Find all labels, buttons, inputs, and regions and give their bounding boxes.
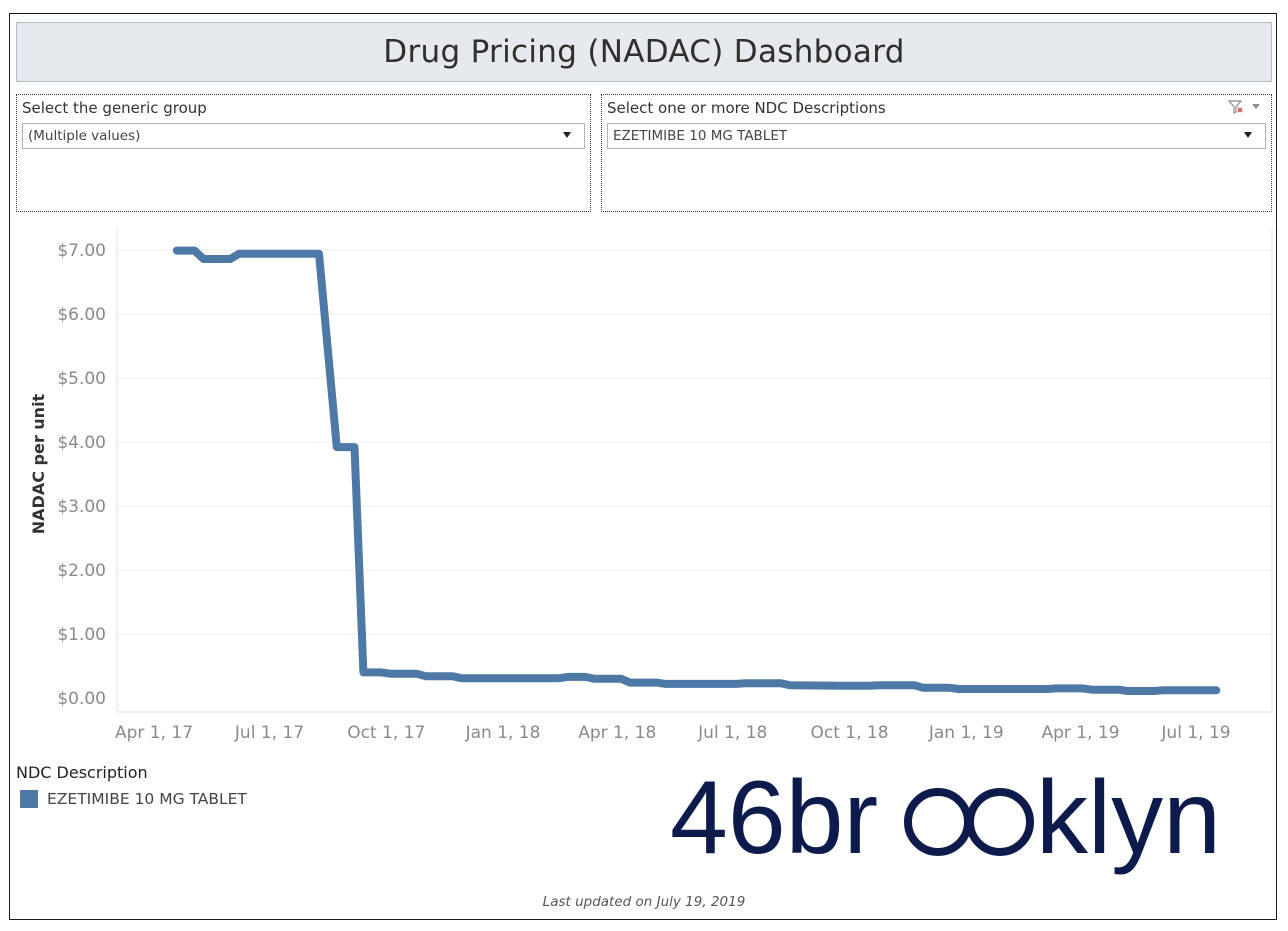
brand-logo: 46br klyn xyxy=(670,760,1221,876)
x-tick-label: Jan 1, 19 xyxy=(928,723,1004,743)
generic-group-filter: Select the generic group (Multiple value… xyxy=(16,94,591,212)
y-tick-label: $0.00 xyxy=(57,689,106,709)
y-tick-label: $5.00 xyxy=(57,369,106,389)
x-tick-label: Jul 1, 19 xyxy=(1160,723,1230,743)
ndc-description-filter: Select one or more NDC Descriptions EZET… xyxy=(601,94,1272,212)
y-tick-label: $4.00 xyxy=(57,433,106,453)
svg-text:46br: 46br xyxy=(670,760,878,876)
dropdown-caret-icon xyxy=(1244,132,1252,138)
x-tick-label: Apr 1, 19 xyxy=(1041,723,1119,743)
y-tick-label: $3.00 xyxy=(57,497,106,517)
x-tick-label: Apr 1, 18 xyxy=(578,723,656,743)
generic-group-label: Select the generic group xyxy=(22,99,207,117)
generic-group-dropdown[interactable]: (Multiple values) xyxy=(22,123,585,149)
legend-label: EZETIMIBE 10 MG TABLET xyxy=(47,790,247,808)
x-tick-label: Apr 1, 17 xyxy=(115,723,193,743)
menu-caret-icon xyxy=(1252,104,1260,109)
ndc-description-value: EZETIMIBE 10 MG TABLET xyxy=(613,128,788,144)
x-tick-label: Oct 1, 17 xyxy=(347,723,425,743)
y-tick-label: $6.00 xyxy=(57,305,106,325)
x-tick-label: Jul 1, 17 xyxy=(234,723,304,743)
dashboard-frame xyxy=(9,13,1277,920)
clear-filter-icon[interactable] xyxy=(1227,99,1263,115)
svg-text:klyn: klyn xyxy=(1036,760,1221,876)
series-line xyxy=(172,246,1221,695)
x-tick-label: Jan 1, 18 xyxy=(465,723,541,743)
x-tick-label: Jul 1, 18 xyxy=(697,723,767,743)
last-updated-note: Last updated on July 19, 2019 xyxy=(542,894,746,910)
legend-swatch xyxy=(20,790,38,808)
legend-item[interactable]: EZETIMIBE 10 MG TABLET xyxy=(20,790,247,808)
y-tick-label: $1.00 xyxy=(57,625,106,645)
nadac-line-chart: $7.00 $6.00 $5.00 $4.00 $3.00 $2.00 $1.00 $0.00… xyxy=(29,228,1273,743)
x-tick-label: Oct 1, 18 xyxy=(810,723,888,743)
generic-group-value: (Multiple values) xyxy=(28,128,141,144)
y-tick-label: $2.00 xyxy=(57,561,106,581)
dashboard-title: Drug Pricing (NADAC) Dashboard xyxy=(383,34,905,70)
dropdown-caret-icon xyxy=(563,132,571,138)
ndc-description-label: Select one or more NDC Descriptions xyxy=(607,99,886,117)
y-axis-title: NADAC per unit xyxy=(29,393,48,534)
ndc-description-dropdown[interactable]: EZETIMIBE 10 MG TABLET xyxy=(607,123,1266,149)
title-bar: Drug Pricing (NADAC) Dashboard xyxy=(16,22,1272,82)
y-tick-label: $7.00 xyxy=(57,241,106,261)
legend-title: NDC Description xyxy=(16,763,148,782)
